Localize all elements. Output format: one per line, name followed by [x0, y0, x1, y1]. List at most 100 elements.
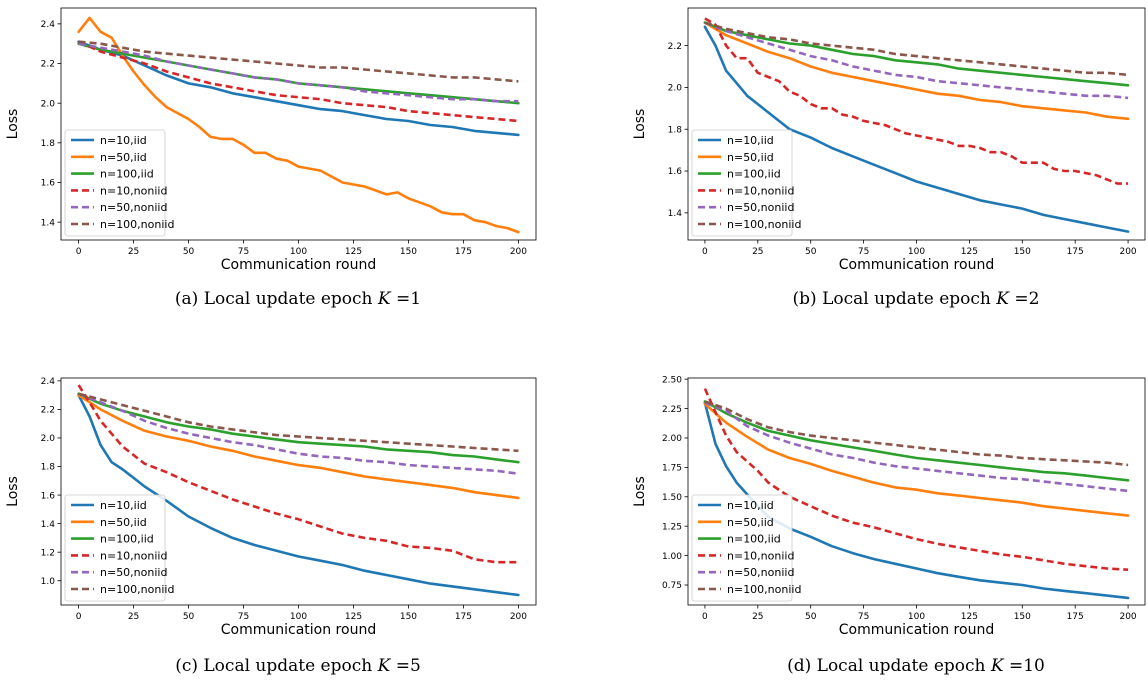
x-axis-label: Communication round: [221, 622, 376, 638]
x-tick-label: 200: [510, 247, 527, 257]
series-line-n-10-iid: [703, 25, 1130, 233]
legend: n=10,iid n=50,iid n=100,iid n=10,noniid n=50…: [691, 129, 801, 237]
legend-label: n=100,iid: [100, 168, 154, 181]
legend-label: n=50,noniid: [727, 566, 794, 579]
x-axis-label: Communication round: [839, 622, 994, 638]
chart-panel-1: 0 25 50 75 100 125 150 175 200 1.4 1.6 1.8 2.0 2.2 2.4…: [5, 7, 537, 309]
y-tick-label: 2.25: [662, 405, 682, 415]
series-group: [703, 388, 1130, 600]
legend-label: n=100,iid: [727, 168, 781, 181]
legend-label: n=50,iid: [100, 516, 147, 529]
series-line-n-10-noniid: [77, 384, 519, 564]
series-line-n-10-iid: [77, 393, 520, 597]
y-axis-label: Loss: [5, 109, 21, 140]
x-tick-label: 50: [805, 612, 817, 622]
series-line-n-50-iid: [77, 16, 520, 234]
panel-caption: (c) Local update epoch K =5: [175, 656, 421, 676]
x-tick-label: 175: [1067, 612, 1084, 622]
series-line-n-10-noniid: [704, 17, 1129, 185]
x-tick-label: 0: [76, 612, 82, 622]
series-line-n-100-noniid: [704, 21, 1129, 77]
y-tick-label: 2.0: [41, 434, 56, 444]
legend-label: n=10,noniid: [727, 549, 794, 562]
x-tick-label: 0: [702, 612, 708, 622]
legend: n=10,iid n=50,iid n=100,iid n=10,noniid n=50…: [64, 494, 174, 602]
y-tick-label: 2.2: [668, 42, 682, 52]
legend-label: n=100,iid: [100, 533, 154, 546]
panel-caption: (a) Local update epoch K =1: [175, 289, 421, 309]
x-tick-label: 75: [858, 247, 869, 257]
series-line-n-100-noniid: [78, 392, 519, 453]
x-tick-label: 75: [238, 247, 249, 257]
x-tick-label: 150: [400, 247, 417, 257]
series-line-n-10-noniid: [703, 388, 1129, 571]
y-tick-label: 1.8: [668, 125, 683, 135]
x-tick-label: 0: [76, 247, 82, 257]
x-tick-label: 100: [908, 247, 925, 257]
x-tick-label: 125: [345, 612, 362, 622]
legend-label: n=100,iid: [727, 533, 781, 546]
x-tick-label: 125: [961, 612, 978, 622]
panel-caption: (d) Local update epoch K =10: [787, 656, 1045, 676]
series-line-n-100-iid: [703, 400, 1130, 482]
y-tick-label: 2.0: [41, 99, 56, 109]
series-line-n-50-noniid: [78, 42, 519, 103]
x-tick-label: 200: [510, 612, 527, 622]
legend-label: n=100,noniid: [727, 218, 801, 231]
chart-panel-4: 0 25 50 75 100 125 150 175 200 0.75 1.00 1.25 1.50 1.…: [632, 375, 1146, 676]
x-tick-label: 200: [1119, 612, 1136, 622]
legend-label: n=50,iid: [727, 151, 774, 164]
y-tick-label: 1.4: [668, 209, 683, 219]
x-tick-label: 25: [752, 612, 763, 622]
series-line-n-50-iid: [77, 393, 520, 500]
series-line-n-100-noniid: [704, 400, 1129, 467]
x-tick-label: 50: [183, 247, 195, 257]
x-tick-label: 50: [805, 247, 817, 257]
y-tick-label: 1.8: [41, 139, 56, 149]
x-tick-label: 25: [128, 247, 139, 257]
legend-label: n=50,noniid: [727, 201, 794, 214]
y-tick-label: 2.2: [41, 60, 55, 70]
y-tick-label: 2.2: [41, 406, 55, 416]
x-axis-label: Communication round: [221, 257, 376, 273]
x-tick-label: 150: [1014, 612, 1031, 622]
y-tick-label: 1.6: [41, 491, 56, 501]
y-tick-label: 2.4: [41, 20, 56, 30]
legend-label: n=10,noniid: [727, 184, 794, 197]
series-group: [77, 384, 520, 597]
legend-label: n=100,noniid: [727, 583, 801, 596]
legend-label: n=100,noniid: [100, 583, 174, 596]
series-line-n-100-noniid: [78, 40, 519, 83]
y-tick-label: 1.50: [662, 493, 682, 503]
series-group: [77, 16, 520, 234]
x-tick-label: 100: [290, 612, 307, 622]
x-tick-label: 200: [1119, 247, 1136, 257]
legend-label: n=50,noniid: [100, 566, 167, 579]
x-tick-label: 125: [345, 247, 362, 257]
series-line-n-50-noniid: [78, 392, 519, 475]
chart-panel-2: 0 25 50 75 100 125 150 175 200 1.4 1.6 1.8 2.0 2.2 Com…: [632, 7, 1146, 309]
y-tick-label: 0.75: [662, 581, 682, 591]
x-tick-label: 75: [858, 612, 869, 622]
legend: n=10,iid n=50,iid n=100,iid n=10,noniid n=50…: [691, 494, 801, 602]
y-tick-label: 2.50: [662, 375, 682, 385]
y-tick-label: 2.00: [662, 434, 682, 444]
legend-label: n=10,iid: [727, 134, 774, 147]
y-axis-label: Loss: [5, 476, 21, 507]
y-tick-label: 2.4: [41, 377, 56, 387]
x-tick-label: 150: [400, 612, 417, 622]
y-tick-label: 1.4: [41, 520, 56, 530]
x-tick-label: 0: [702, 247, 708, 257]
series-line-n-50-noniid: [704, 21, 1129, 100]
series-line-n-100-iid: [77, 392, 520, 464]
x-tick-label: 50: [183, 612, 195, 622]
y-tick-label: 1.4: [41, 218, 56, 228]
legend-label: n=10,iid: [100, 134, 147, 147]
legend-label: n=50,iid: [100, 151, 147, 164]
legend-label: n=10,iid: [100, 499, 147, 512]
series-line-n-50-iid: [703, 402, 1130, 517]
series-line-n-50-noniid: [704, 401, 1129, 493]
y-tick-label: 1.00: [662, 552, 682, 562]
series-line-n-10-iid: [703, 401, 1130, 600]
